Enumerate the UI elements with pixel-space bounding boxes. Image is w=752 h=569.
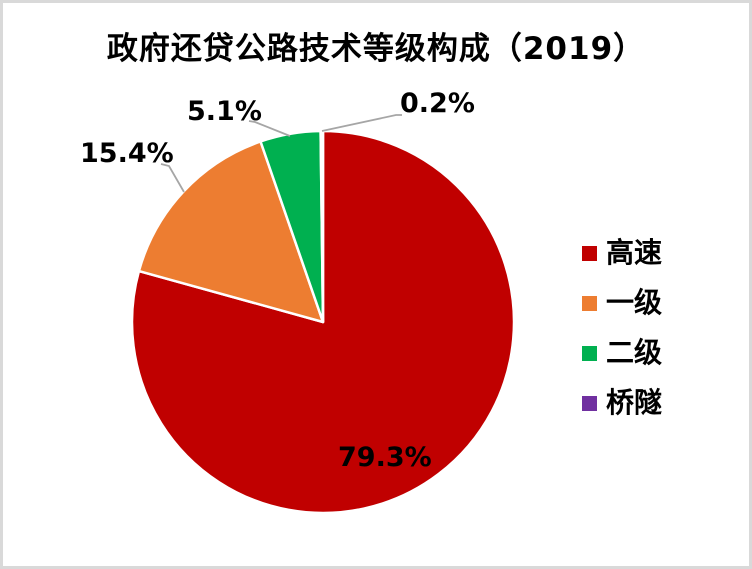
legend-swatch	[582, 245, 597, 261]
pie-chart	[130, 114, 516, 515]
legend-swatch	[582, 345, 597, 361]
legend-swatch	[582, 295, 597, 311]
legend-label: 二级	[606, 336, 663, 369]
chart-legend: 高速 一级 二级 桥隧	[582, 228, 662, 428]
data-label-highway: 79.3%	[338, 442, 432, 473]
legend-item-first-class: 一级	[582, 278, 662, 328]
legend-item-bridge-tunnel: 桥隧	[582, 378, 662, 428]
leader-line-0	[160, 163, 185, 193]
legend-label: 一级	[606, 286, 663, 319]
legend-label: 高速	[606, 236, 663, 269]
chart-title: 政府还贷公路技术等级构成（2019）	[106, 31, 646, 67]
legend-label: 桥隧	[606, 386, 663, 419]
data-label-bridge-tunnel: 0.2%	[400, 88, 475, 119]
legend-item-second-class: 二级	[582, 328, 662, 378]
data-label-first-class: 15.4%	[80, 138, 174, 169]
legend-item-highway: 高速	[582, 228, 662, 278]
leader-line-2	[321, 114, 402, 132]
leader-line-1	[248, 120, 291, 137]
data-label-second-class: 5.1%	[187, 96, 262, 127]
legend-swatch	[582, 395, 597, 411]
